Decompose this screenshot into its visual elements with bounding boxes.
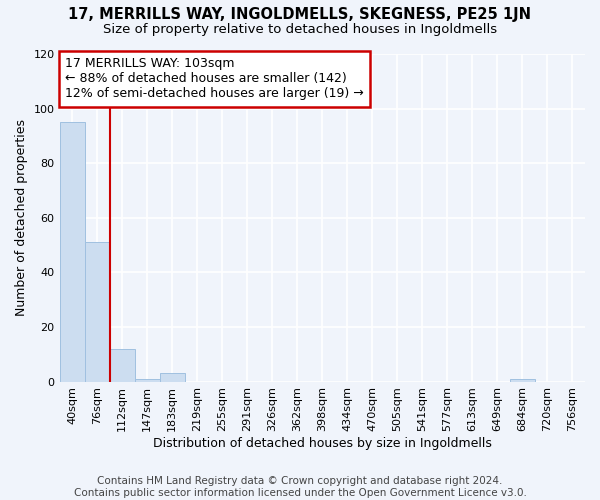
Bar bbox=[160, 374, 185, 382]
Text: 17, MERRILLS WAY, INGOLDMELLS, SKEGNESS, PE25 1JN: 17, MERRILLS WAY, INGOLDMELLS, SKEGNESS,… bbox=[68, 8, 532, 22]
Y-axis label: Number of detached properties: Number of detached properties bbox=[15, 120, 28, 316]
Text: 17 MERRILLS WAY: 103sqm
← 88% of detached houses are smaller (142)
12% of semi-d: 17 MERRILLS WAY: 103sqm ← 88% of detache… bbox=[65, 58, 364, 100]
Bar bbox=[510, 379, 535, 382]
X-axis label: Distribution of detached houses by size in Ingoldmells: Distribution of detached houses by size … bbox=[153, 437, 492, 450]
Text: Contains HM Land Registry data © Crown copyright and database right 2024.
Contai: Contains HM Land Registry data © Crown c… bbox=[74, 476, 526, 498]
Bar bbox=[110, 349, 134, 382]
Bar bbox=[134, 379, 160, 382]
Bar bbox=[59, 122, 85, 382]
Bar bbox=[85, 242, 110, 382]
Text: Size of property relative to detached houses in Ingoldmells: Size of property relative to detached ho… bbox=[103, 22, 497, 36]
